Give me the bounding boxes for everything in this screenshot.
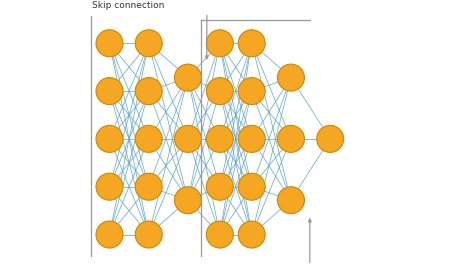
Circle shape <box>238 78 265 105</box>
Circle shape <box>96 221 123 248</box>
Text: Skip connection: Skip connection <box>92 1 164 10</box>
Circle shape <box>206 221 233 248</box>
Circle shape <box>135 78 162 105</box>
Circle shape <box>317 126 344 152</box>
Circle shape <box>206 173 233 200</box>
Circle shape <box>174 126 201 152</box>
Circle shape <box>238 221 265 248</box>
Circle shape <box>238 126 265 152</box>
Circle shape <box>174 187 201 214</box>
Circle shape <box>174 64 201 91</box>
Circle shape <box>96 173 123 200</box>
Circle shape <box>96 126 123 152</box>
Circle shape <box>96 78 123 105</box>
Circle shape <box>206 30 233 57</box>
Circle shape <box>206 126 233 152</box>
Circle shape <box>277 64 304 91</box>
Circle shape <box>96 30 123 57</box>
Circle shape <box>135 173 162 200</box>
Circle shape <box>135 221 162 248</box>
Circle shape <box>206 78 233 105</box>
Circle shape <box>135 30 162 57</box>
Circle shape <box>277 126 304 152</box>
Circle shape <box>238 30 265 57</box>
Circle shape <box>277 187 304 214</box>
Circle shape <box>238 173 265 200</box>
Circle shape <box>135 126 162 152</box>
